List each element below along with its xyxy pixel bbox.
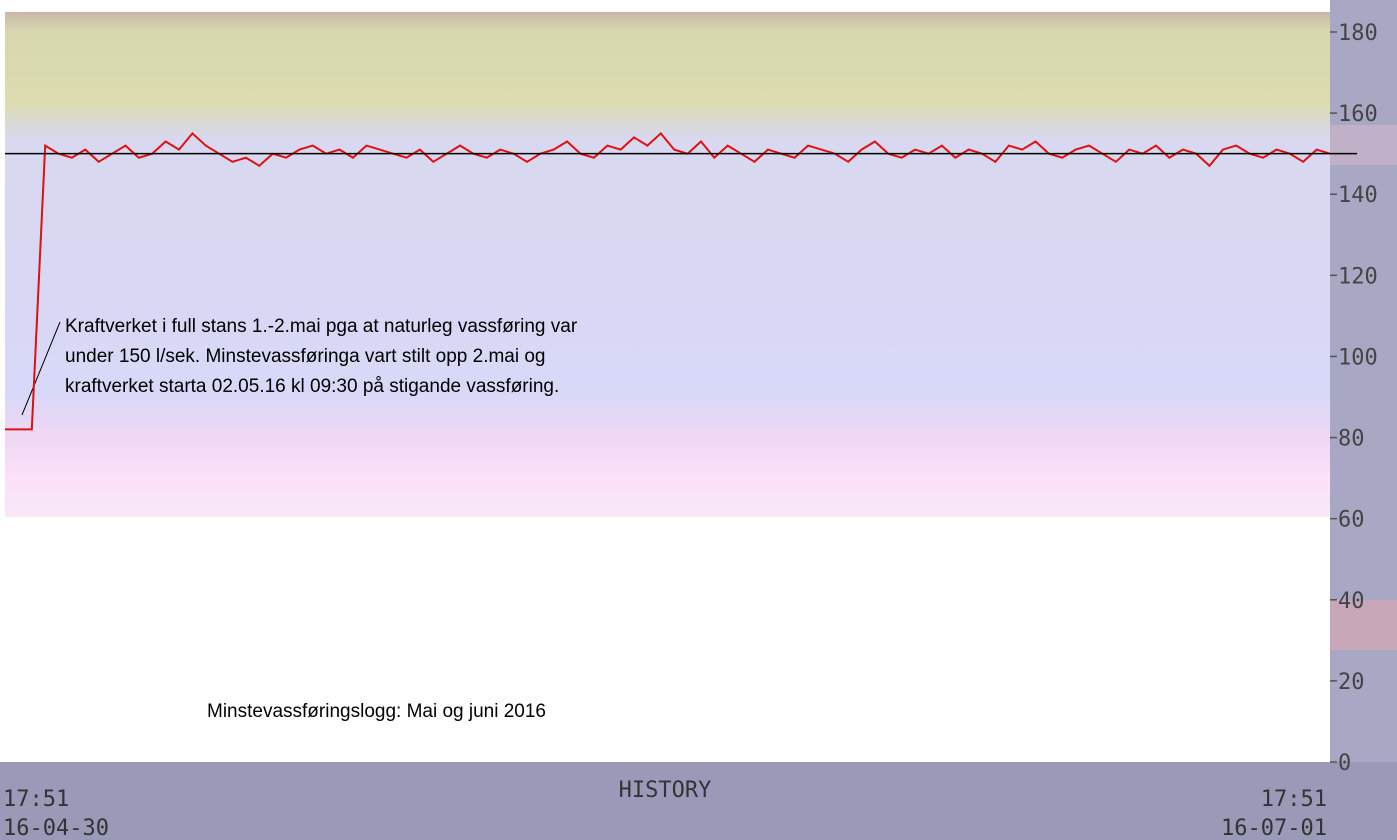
data-line	[5, 131, 1331, 431]
y-tick-label: 0	[1338, 751, 1351, 776]
annotation: kraftverket starta 02.05.16 kl 09:30 på …	[65, 376, 559, 397]
band-area	[5, 12, 1330, 517]
axis-band	[1330, 125, 1397, 165]
footer-title: HISTORY	[619, 778, 712, 803]
y-tick-label: 120	[1338, 264, 1378, 289]
y-tick-label: 20	[1338, 670, 1365, 695]
y-tick-label: 100	[1338, 345, 1378, 370]
annotation: under 150 l/sek. Minstevassføringa vart …	[65, 346, 546, 367]
end-time: 17:51	[1261, 787, 1327, 812]
y-tick-label: 40	[1338, 589, 1365, 614]
y-tick-label: 180	[1338, 21, 1378, 46]
start-time: 17:51	[3, 787, 69, 812]
footer-bar	[0, 762, 1397, 840]
y-tick-label: 80	[1338, 427, 1365, 452]
end-date: 16-07-01	[1221, 816, 1327, 840]
axis-band	[1330, 600, 1397, 650]
annotation-pointer	[21, 321, 61, 416]
annotation: Kraftverket i full stans 1.-2.mai pga at…	[65, 316, 578, 337]
y-tick-label: 60	[1338, 508, 1365, 533]
y-tick-label: 140	[1338, 183, 1378, 208]
start-date: 16-04-30	[3, 816, 109, 840]
y-tick-label: 160	[1338, 102, 1378, 127]
caption: Minstevassføringslogg: Mai og juni 2016	[207, 701, 546, 722]
